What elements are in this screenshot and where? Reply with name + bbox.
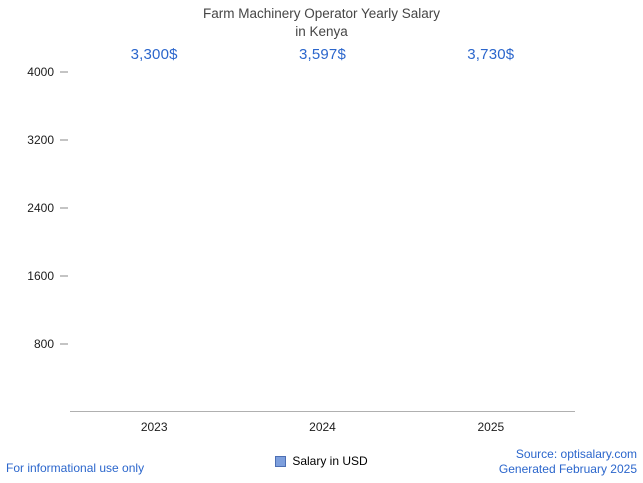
y-tick-label: 3200	[27, 133, 54, 147]
x-labels-row: 2023 2024 2025	[70, 412, 575, 434]
chart-title-line1: Farm Machinery Operator Yearly Salary	[202, 6, 441, 21]
y-tick-label: 800	[33, 337, 54, 351]
y-tick-mark	[60, 71, 68, 73]
legend-swatch-icon	[275, 455, 287, 467]
y-tick-label: 1600	[27, 269, 54, 283]
y-tick-mark	[60, 207, 68, 209]
y-tick-label: 4000	[27, 65, 54, 79]
generated-text: Generated February 2025	[498, 462, 637, 477]
y-tick-mark	[60, 275, 68, 277]
chart-title: Farm Machinery Operator Yearly Salary in…	[0, 5, 643, 41]
y-tick-label: 2400	[27, 201, 54, 215]
chart: 3,300$ 3,597$ 3,730$ 800 1600 2400 3200 4000 2…	[27, 46, 575, 434]
x-axis-label: 2023	[140, 420, 168, 434]
y-tick-mark	[60, 139, 68, 141]
source-info: Source: optisalary.com Generated Februar…	[499, 447, 637, 478]
bar-value-label: 3,730$	[467, 46, 515, 63]
disclaimer-text: For informational use only	[6, 461, 145, 475]
x-axis-label: 2024	[309, 420, 336, 434]
plot-area	[70, 72, 575, 412]
legend: Salary in USD	[0, 454, 643, 468]
bar-value-label: 3,597$	[298, 46, 347, 63]
y-tick-mark	[60, 343, 68, 345]
plot-wrap: 800 1600 2400 3200 4000	[27, 65, 575, 412]
chart-title-line2: in Kenya	[295, 24, 348, 40]
value-labels-row: 3,300$ 3,597$ 3,730$	[70, 46, 575, 72]
x-axis-label: 2025	[477, 420, 505, 434]
bar-value-label: 3,300$	[130, 46, 178, 63]
legend-label: Salary in USD	[292, 454, 368, 468]
y-axis-ticks: 800 1600 2400 3200 4000	[0, 65, 70, 412]
source-text: Source: optisalary.com	[515, 446, 637, 461]
